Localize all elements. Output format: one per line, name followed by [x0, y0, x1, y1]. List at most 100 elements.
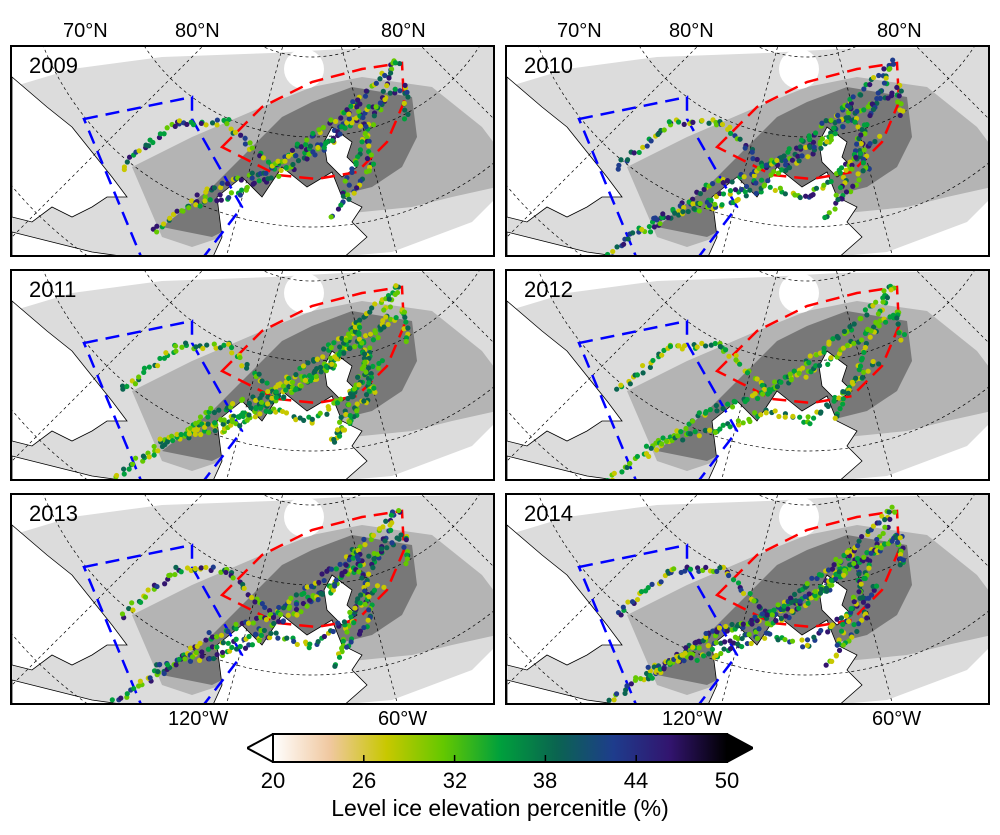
track-point — [782, 158, 789, 164]
track-point — [713, 402, 719, 409]
track-point — [347, 345, 353, 352]
track-point — [186, 431, 192, 437]
track-point — [867, 140, 873, 147]
track-point — [392, 86, 398, 92]
track-point — [719, 202, 725, 208]
track-point — [293, 153, 299, 159]
track-point — [172, 571, 178, 578]
track-point — [294, 612, 300, 618]
track-point — [361, 624, 367, 631]
track-point — [826, 339, 832, 345]
track-point — [398, 532, 404, 538]
track-point — [309, 416, 315, 422]
track-point — [281, 394, 287, 400]
track-point — [293, 601, 300, 607]
track-point — [755, 395, 761, 402]
track-point — [859, 374, 866, 381]
track-point — [799, 153, 805, 159]
track-point — [404, 556, 410, 562]
track-point — [320, 354, 326, 360]
track-point — [894, 84, 900, 91]
panel-year-label: 2013 — [29, 501, 78, 526]
track-point — [744, 370, 751, 376]
track-point — [699, 117, 705, 124]
track-point — [316, 579, 322, 586]
track-point — [363, 392, 370, 398]
track-point — [712, 633, 719, 639]
track-point — [265, 388, 271, 395]
track-point — [818, 627, 824, 634]
track-point — [638, 589, 645, 595]
track-point — [351, 190, 357, 196]
track-point — [825, 403, 831, 410]
track-point — [349, 394, 355, 400]
track-point — [384, 545, 390, 551]
track-point — [829, 658, 835, 664]
track-point — [896, 330, 902, 336]
track-point — [623, 687, 629, 693]
track-point — [706, 651, 712, 657]
track-point — [775, 637, 781, 643]
track-point — [293, 372, 299, 378]
track-point — [763, 162, 769, 168]
track-point — [172, 123, 178, 129]
track-point — [828, 355, 834, 361]
track-point — [354, 401, 360, 407]
track-point — [636, 149, 642, 156]
track-point — [796, 370, 802, 376]
track-point — [681, 121, 687, 127]
track-point — [897, 556, 904, 562]
track-point — [797, 194, 803, 201]
track-point — [182, 656, 188, 662]
track-point — [649, 675, 655, 681]
track-point — [699, 340, 705, 346]
track-point — [356, 569, 362, 575]
track-point — [194, 427, 200, 433]
track-point — [696, 568, 702, 574]
track-point — [888, 287, 894, 293]
track-point — [151, 452, 157, 458]
track-point — [872, 138, 878, 145]
track-point — [256, 371, 262, 377]
track-point — [383, 518, 389, 524]
track-point — [350, 555, 356, 561]
map-svg-2013 — [12, 495, 493, 703]
track-point — [867, 334, 873, 340]
track-point — [169, 433, 175, 439]
track-point — [805, 154, 811, 160]
track-point — [747, 187, 753, 193]
track-point — [807, 353, 813, 359]
track-point — [613, 691, 620, 697]
track-point — [376, 360, 382, 367]
track-point — [717, 343, 723, 350]
track-point — [198, 120, 204, 127]
track-point — [692, 429, 698, 435]
track-point — [841, 572, 847, 578]
track-point — [293, 386, 299, 392]
track-point — [265, 394, 271, 400]
track-point — [856, 367, 862, 373]
track-point — [258, 405, 264, 411]
track-point — [270, 614, 277, 621]
track-point — [870, 106, 877, 113]
track-point — [761, 386, 767, 392]
track-point — [653, 447, 660, 453]
track-point — [218, 184, 224, 191]
track-point — [218, 197, 224, 203]
track-point — [356, 330, 362, 336]
track-point — [276, 604, 282, 611]
track-point — [694, 344, 700, 350]
track-point — [751, 173, 757, 179]
track-point — [796, 605, 802, 611]
track-point — [800, 644, 806, 650]
track-point — [221, 342, 227, 348]
track-point — [359, 575, 365, 581]
track-point — [836, 118, 842, 124]
track-point — [320, 124, 327, 131]
track-point — [405, 325, 411, 331]
track-point — [659, 352, 665, 358]
track-point — [789, 157, 796, 163]
track-point — [338, 414, 344, 420]
track-point — [357, 600, 363, 606]
track-point — [659, 441, 665, 447]
